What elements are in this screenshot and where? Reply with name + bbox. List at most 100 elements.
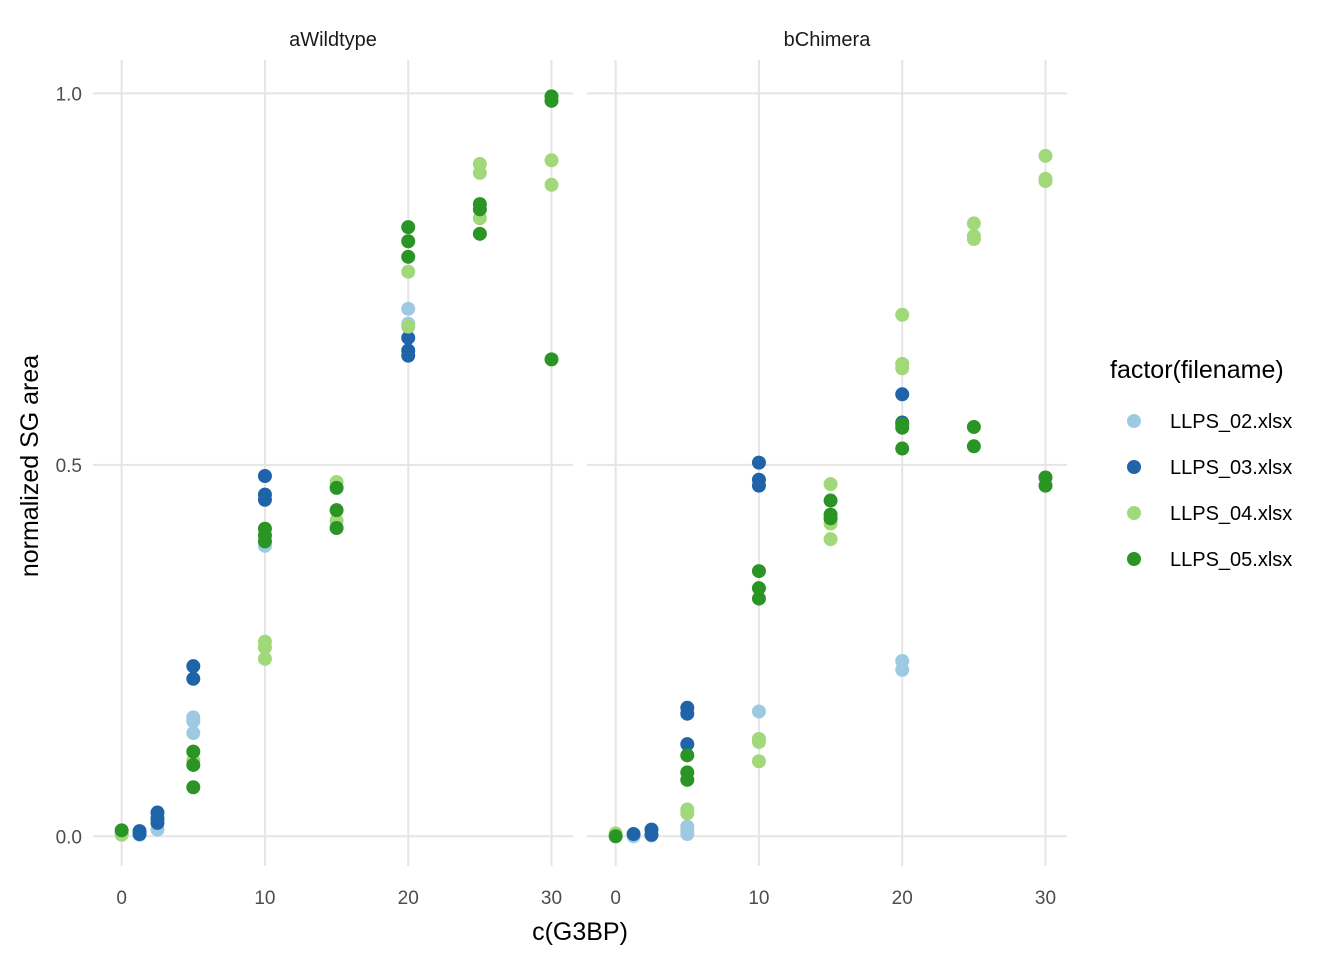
data-point bbox=[966, 232, 981, 247]
y-axis-title: normalized SG area bbox=[16, 355, 44, 577]
data-point bbox=[401, 348, 416, 363]
y-tick-label: 0.5 bbox=[56, 456, 82, 477]
data-point bbox=[186, 726, 201, 741]
data-point bbox=[823, 493, 838, 508]
panel-b-x-tick-label: 20 bbox=[892, 888, 913, 909]
legend-label-4: LLPS_05.xlsx bbox=[1170, 549, 1292, 571]
data-point bbox=[1038, 174, 1053, 189]
panel-b-x-tick-label: 10 bbox=[748, 888, 769, 909]
y-tick-label: 0.0 bbox=[56, 827, 82, 848]
data-point bbox=[823, 511, 838, 526]
data-point bbox=[626, 827, 641, 842]
legend-title: factor(filename) bbox=[1110, 356, 1284, 384]
data-point bbox=[680, 827, 695, 842]
data-point bbox=[132, 827, 147, 842]
data-point bbox=[680, 748, 695, 763]
data-point bbox=[895, 307, 910, 322]
data-point bbox=[401, 319, 416, 334]
panel-b-grid bbox=[587, 60, 1067, 866]
data-point bbox=[401, 301, 416, 316]
panel-a-x-tick-label: 0 bbox=[116, 888, 127, 909]
data-point bbox=[895, 387, 910, 402]
legend-key-4 bbox=[1127, 552, 1141, 566]
data-point bbox=[257, 492, 272, 507]
data-point bbox=[895, 441, 910, 456]
panel-b-x-tick-label: 0 bbox=[610, 888, 621, 909]
data-point bbox=[680, 737, 695, 752]
data-point bbox=[751, 564, 766, 579]
legend-label-2: LLPS_03.xlsx bbox=[1170, 457, 1292, 479]
data-point bbox=[895, 662, 910, 677]
data-point bbox=[329, 503, 344, 518]
legend: factor(filename) LLPS_02.xlsx LLPS_03.xls… bbox=[1110, 356, 1292, 571]
data-point bbox=[823, 477, 838, 492]
data-point bbox=[186, 744, 201, 759]
data-point bbox=[114, 823, 129, 838]
data-point bbox=[1038, 148, 1053, 163]
data-point bbox=[186, 757, 201, 772]
data-point bbox=[472, 165, 487, 180]
data-point bbox=[401, 220, 416, 235]
panel-a-x-tick-label: 30 bbox=[541, 888, 562, 909]
data-point bbox=[186, 714, 201, 729]
panel-b: bChimera 0 10 20 30 bbox=[587, 29, 1067, 909]
legend-label-3: LLPS_04.xlsx bbox=[1170, 503, 1292, 525]
data-point bbox=[895, 420, 910, 435]
data-point bbox=[751, 704, 766, 719]
data-point bbox=[608, 829, 623, 844]
data-point bbox=[257, 469, 272, 483]
data-point bbox=[680, 772, 695, 787]
data-point bbox=[257, 651, 272, 666]
data-point bbox=[401, 249, 416, 264]
data-point bbox=[150, 815, 165, 830]
legend-key-2 bbox=[1127, 460, 1141, 474]
data-point bbox=[751, 734, 766, 749]
legend-key-3 bbox=[1127, 506, 1141, 520]
data-point bbox=[644, 827, 659, 842]
legend-label-1: LLPS_02.xlsx bbox=[1170, 411, 1292, 433]
data-point bbox=[966, 419, 981, 434]
data-point bbox=[472, 226, 487, 241]
panel-b-title: bChimera bbox=[784, 29, 872, 51]
panel-a-title: aWildtype bbox=[289, 29, 377, 51]
data-point bbox=[401, 330, 416, 345]
data-point bbox=[751, 754, 766, 769]
data-point bbox=[257, 534, 272, 549]
data-point bbox=[823, 532, 838, 547]
panel-a: aWildtype 0 10 20 30 bbox=[93, 29, 573, 909]
panel-a-grid bbox=[93, 60, 573, 866]
data-point bbox=[186, 659, 201, 674]
panel-a-x-tick-label: 10 bbox=[254, 888, 275, 909]
legend-key-1 bbox=[1127, 414, 1141, 428]
data-point bbox=[751, 581, 766, 596]
panel-a-x-ticks: 0 10 20 30 bbox=[116, 888, 562, 909]
data-point bbox=[966, 216, 981, 231]
panel-a-x-tick-label: 20 bbox=[398, 888, 419, 909]
data-point bbox=[329, 480, 344, 495]
data-point bbox=[751, 591, 766, 606]
data-point bbox=[257, 640, 272, 655]
data-point bbox=[544, 93, 559, 108]
data-point bbox=[544, 177, 559, 192]
data-point bbox=[680, 806, 695, 821]
y-tick-label: 1.0 bbox=[56, 84, 82, 105]
data-point bbox=[751, 478, 766, 493]
data-point bbox=[895, 361, 910, 376]
panel-b-x-tick-label: 30 bbox=[1035, 888, 1056, 909]
data-point bbox=[401, 264, 416, 279]
panel-a-points bbox=[114, 89, 559, 842]
data-point bbox=[186, 780, 201, 795]
data-point bbox=[544, 352, 559, 367]
data-point bbox=[329, 521, 344, 535]
data-point bbox=[472, 202, 487, 217]
data-point bbox=[401, 234, 416, 249]
panel-b-x-ticks: 0 10 20 30 bbox=[610, 888, 1056, 909]
data-point bbox=[680, 706, 695, 721]
y-axis-ticks: 0.0 0.5 1.0 bbox=[56, 84, 82, 848]
panel-b-points bbox=[608, 148, 1053, 844]
data-point bbox=[751, 455, 766, 470]
data-point bbox=[186, 671, 201, 686]
data-point bbox=[544, 153, 559, 168]
data-point bbox=[966, 439, 981, 454]
